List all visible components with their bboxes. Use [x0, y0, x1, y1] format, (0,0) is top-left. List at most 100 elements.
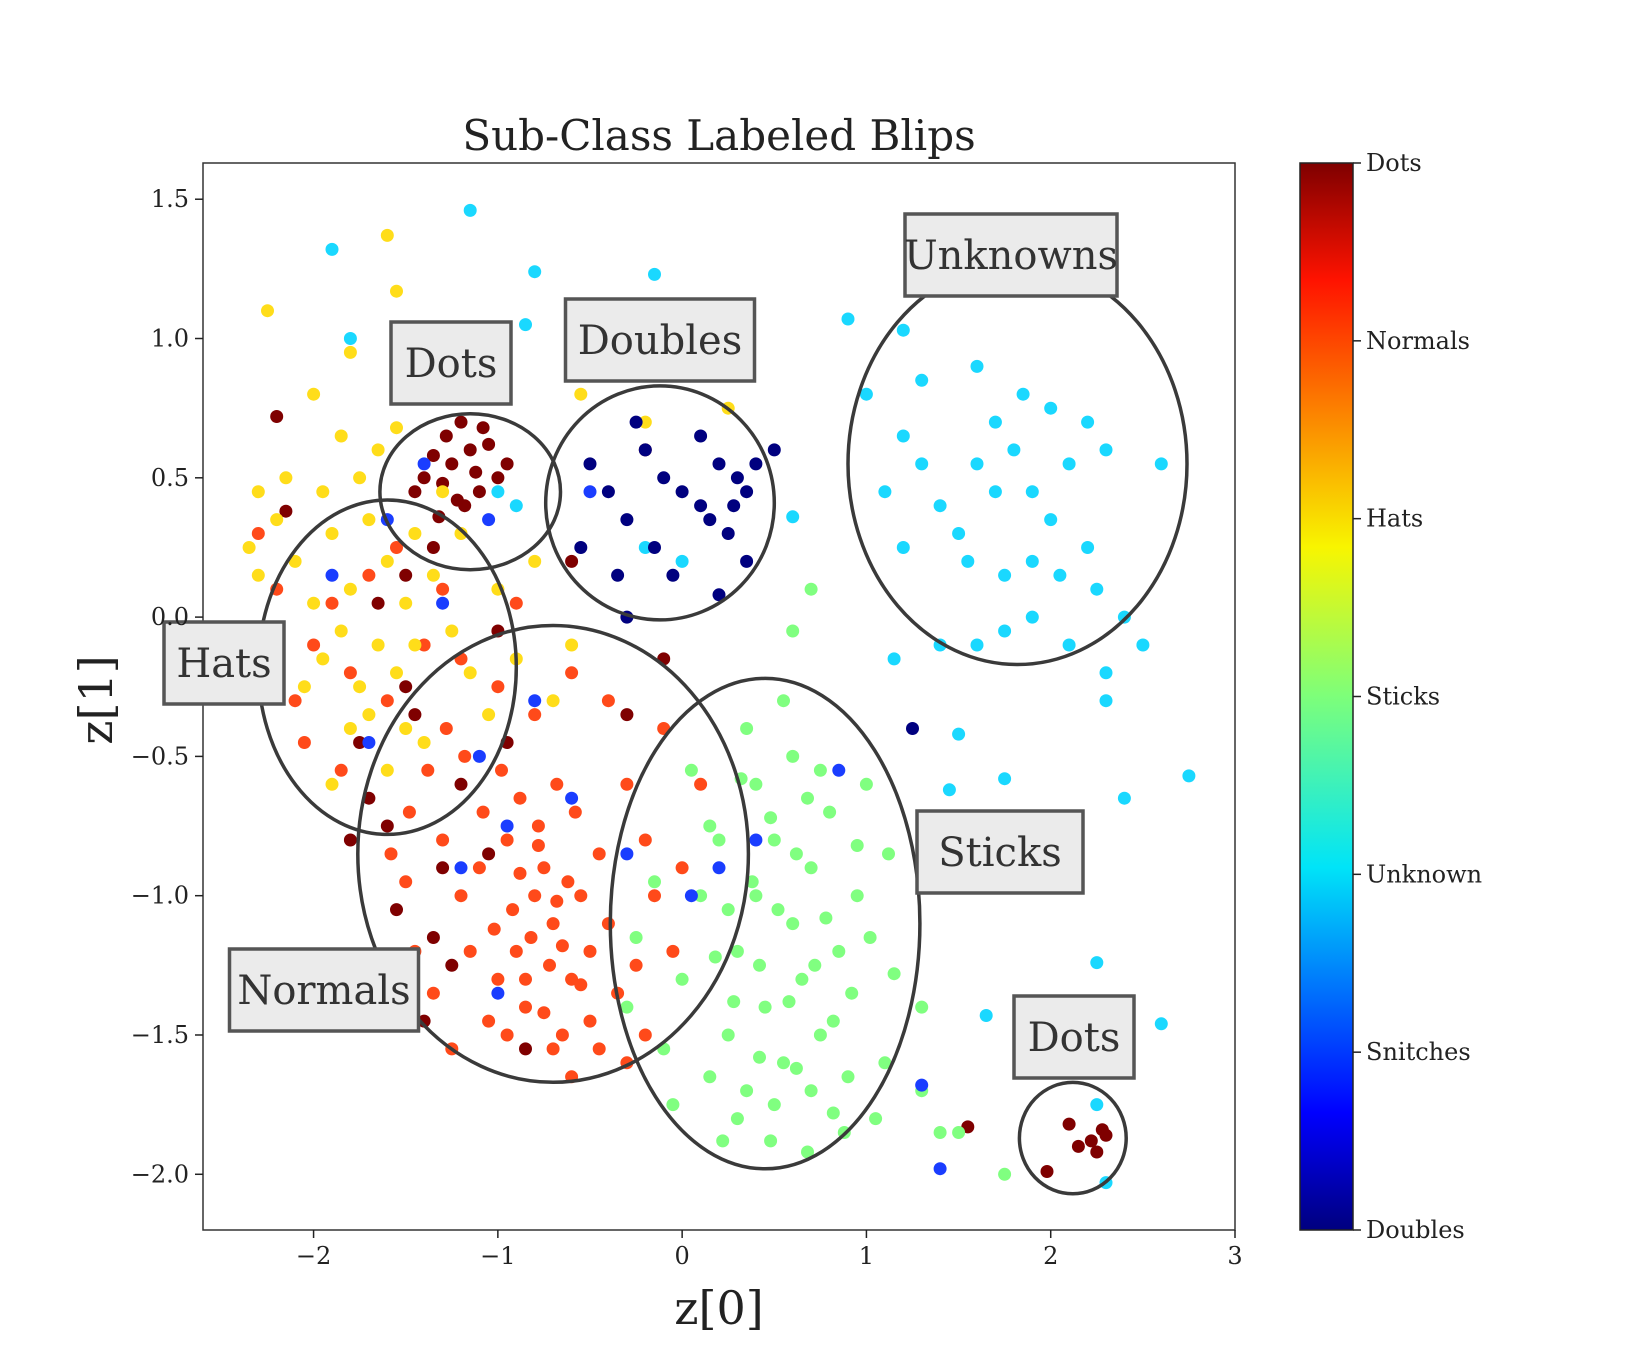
data-point — [371, 443, 385, 457]
data-point — [476, 421, 490, 435]
data-point — [786, 917, 800, 931]
annotation-label: Unknowns — [903, 212, 1119, 298]
data-point — [749, 889, 763, 903]
data-point — [528, 265, 542, 279]
data-point — [869, 1112, 883, 1126]
data-point — [426, 931, 440, 944]
annotation-text: Doubles — [578, 318, 743, 364]
data-point — [362, 736, 376, 749]
data-point — [601, 485, 615, 499]
data-point — [546, 694, 560, 708]
data-point — [565, 666, 579, 680]
data-point — [491, 986, 505, 1000]
y-tick-label: 1.5 — [151, 185, 189, 213]
annotation-label: Sticks — [915, 809, 1085, 895]
data-point — [749, 457, 763, 471]
data-point — [675, 485, 689, 499]
data-point — [712, 457, 726, 471]
data-point — [1154, 1017, 1168, 1031]
annotation-box — [389, 320, 513, 406]
annotation-text: Sticks — [938, 830, 1061, 876]
data-point — [786, 624, 800, 638]
data-point — [826, 1014, 840, 1028]
series-normals — [251, 527, 708, 1084]
data-point — [288, 554, 302, 568]
data-point — [777, 1056, 790, 1070]
data-point — [764, 1134, 778, 1148]
data-point — [353, 471, 367, 485]
colorbar-tick-label: Doubles — [1366, 1216, 1465, 1244]
chart-title: Sub-Class Labeled Blips — [462, 111, 975, 160]
data-point — [730, 944, 744, 958]
data-point — [472, 485, 486, 499]
colorbar-tick-label: Snitches — [1366, 1038, 1471, 1066]
data-point — [524, 931, 538, 944]
data-point — [399, 596, 413, 610]
data-point — [408, 485, 422, 499]
data-point — [399, 680, 413, 694]
data-point — [506, 903, 520, 917]
data-point — [307, 596, 321, 610]
data-point — [1081, 541, 1095, 554]
data-point — [307, 638, 321, 652]
y-tick-label: 0.5 — [151, 464, 189, 492]
data-point — [1090, 582, 1104, 596]
data-point — [896, 541, 910, 554]
data-point — [454, 889, 468, 903]
data-point — [915, 373, 929, 387]
annotation-box — [915, 809, 1085, 895]
y-axis-label: z[1] — [69, 655, 123, 744]
data-point — [421, 763, 435, 777]
data-point — [454, 527, 468, 540]
data-point — [601, 917, 615, 931]
x-axis-ticks: −2 −1 0 1 2 3 — [296, 1230, 1243, 1270]
data-point — [343, 345, 357, 359]
data-point — [519, 1000, 532, 1014]
data-point — [325, 777, 339, 791]
data-point — [546, 917, 560, 931]
data-point — [789, 1061, 803, 1075]
data-point — [952, 527, 966, 540]
data-point — [445, 958, 459, 972]
data-point — [1062, 638, 1076, 652]
data-point — [583, 485, 597, 499]
annotation-ellipse — [1017, 1080, 1128, 1196]
data-point — [970, 457, 984, 471]
data-point — [491, 485, 505, 499]
data-point — [1136, 638, 1150, 652]
data-point — [469, 465, 483, 479]
data-point — [445, 624, 459, 638]
data-point — [513, 866, 527, 880]
data-point — [601, 694, 615, 708]
data-point — [325, 527, 339, 540]
data-point — [371, 638, 385, 652]
data-point — [487, 922, 501, 936]
data-point — [463, 443, 477, 457]
data-point — [740, 1084, 754, 1098]
y-tick-label: 0.0 — [151, 603, 189, 631]
data-point — [500, 819, 514, 833]
data-point — [727, 499, 741, 513]
data-point — [509, 596, 523, 610]
annotation-label: Doubles — [563, 297, 757, 383]
data-point — [648, 267, 661, 281]
data-point — [390, 421, 403, 435]
annotation-label: Dots — [389, 320, 513, 406]
data-point — [961, 554, 975, 568]
data-point — [998, 772, 1012, 786]
data-point — [297, 680, 311, 694]
data-point — [1090, 956, 1104, 970]
data-point — [500, 1028, 514, 1042]
series-dots — [270, 410, 1113, 1178]
data-point — [782, 995, 796, 1009]
data-point — [808, 958, 822, 972]
data-point — [531, 839, 545, 852]
data-point — [592, 1042, 606, 1056]
data-point — [426, 568, 440, 582]
data-point — [942, 783, 956, 797]
data-point — [495, 763, 508, 777]
data-point — [251, 527, 265, 540]
data-point — [519, 972, 532, 986]
data-point — [721, 903, 735, 917]
